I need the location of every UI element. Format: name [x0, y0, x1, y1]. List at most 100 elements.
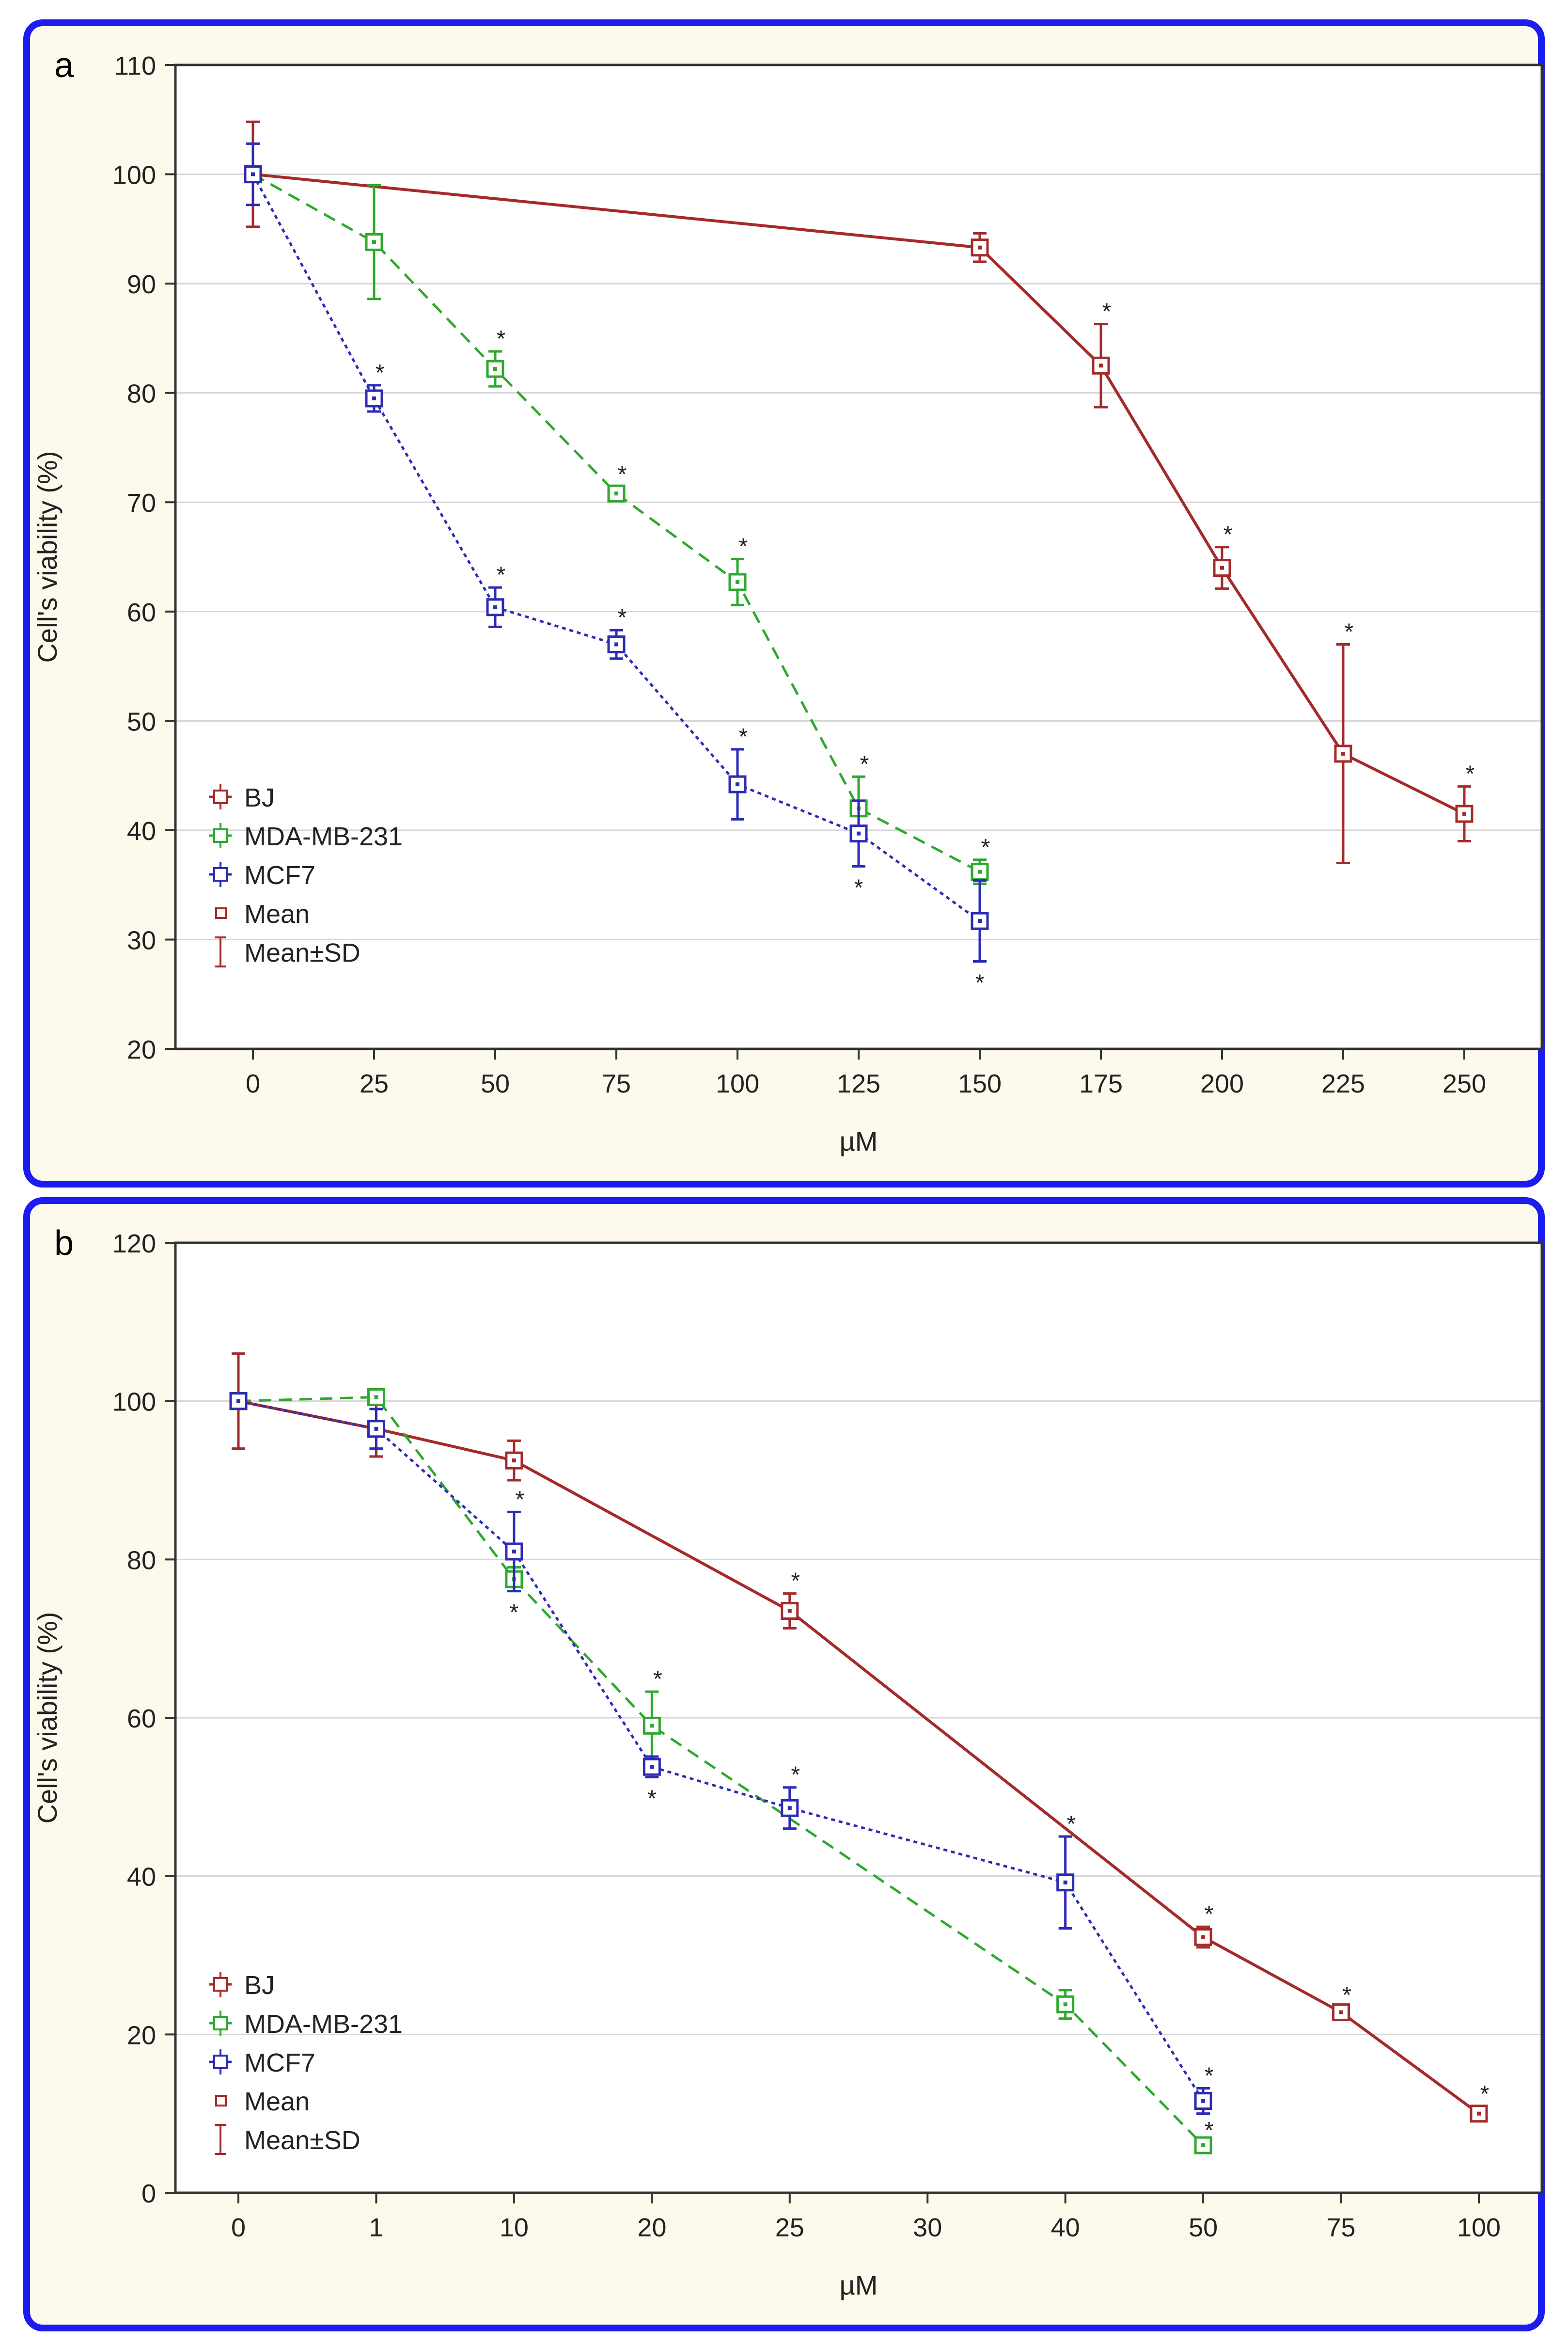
legend-label: MCF7 — [244, 2048, 315, 2077]
legend-label: MDA-MB-231 — [244, 2010, 403, 2039]
y-tick-label: 20 — [127, 1035, 156, 1064]
data-point-dot — [978, 919, 982, 923]
data-point-dot — [736, 580, 739, 584]
x-tick-label: 125 — [837, 1069, 880, 1098]
x-axis-label: µM — [840, 2270, 878, 2300]
significance-marker: * — [739, 534, 748, 560]
legend-entry: MCF7 — [209, 861, 315, 890]
legend-marker — [213, 867, 228, 882]
data-point-dot — [372, 396, 376, 400]
legend-marker — [213, 828, 228, 843]
y-tick-label: 30 — [127, 926, 156, 955]
data-point — [1194, 2136, 1212, 2154]
data-point — [505, 1451, 523, 1470]
y-tick-label: 60 — [127, 598, 156, 627]
data-point-dot — [1201, 2099, 1206, 2103]
series-mcf7: * * * * * — [229, 1392, 1213, 2115]
y-tick-label: 60 — [127, 1704, 156, 1733]
significance-marker: * — [1480, 2081, 1490, 2107]
data-point-dot — [374, 1426, 378, 1431]
y-axis-label: Cell's viability (%) — [32, 451, 63, 663]
y-tick-label: 110 — [114, 51, 156, 80]
legend-label: Mean — [244, 900, 310, 929]
significance-marker: * — [1205, 1901, 1214, 1927]
data-point-dot — [978, 245, 982, 250]
significance-marker: * — [860, 751, 869, 777]
data-point-dot — [236, 1399, 240, 1403]
y-tick-label: 0 — [141, 2179, 156, 2208]
legend-label: Mean±SD — [244, 2126, 361, 2155]
data-point — [365, 389, 383, 408]
x-tick-label: 10 — [500, 2213, 529, 2242]
series-mda-mb-231: * * * * * — [244, 165, 990, 885]
legend-label: Mean±SD — [244, 938, 361, 967]
data-point-dot — [512, 1458, 516, 1463]
significance-marker: * — [854, 875, 863, 901]
y-tick-label: 90 — [127, 270, 156, 299]
legend-entry: MCF7 — [209, 2048, 315, 2077]
data-point-dot — [1462, 812, 1466, 816]
panel-a: a 20 30 40 50 60 70 80 90 100 110 0 25 50 75 100 125 150… — [23, 19, 1545, 1188]
legend-entry-sd: Mean±SD — [215, 2124, 361, 2155]
data-point-dot — [736, 782, 739, 787]
data-point-dot — [650, 1724, 654, 1728]
significance-marker: * — [975, 970, 985, 996]
data-point-dot — [251, 172, 255, 176]
data-point — [849, 824, 868, 843]
data-point-dot — [650, 1765, 654, 1769]
legend-label: MDA-MB-231 — [244, 822, 403, 851]
data-point-dot — [512, 1550, 516, 1553]
series-mcf7: * * * * * * — [244, 142, 989, 996]
y-tick-label: 100 — [112, 161, 156, 190]
data-point-dot — [857, 831, 861, 836]
significance-marker: * — [516, 1487, 525, 1512]
y-tick-label: 80 — [127, 380, 156, 409]
data-point-dot — [614, 642, 618, 647]
significance-marker: * — [1066, 1811, 1076, 1837]
plot-area — [175, 65, 1542, 1049]
data-point-dot — [493, 605, 497, 609]
x-tick-label: 1 — [369, 2213, 383, 2242]
y-tick-label: 40 — [127, 1863, 156, 1892]
legend-marker — [213, 2016, 228, 2030]
x-tick-label: 30 — [913, 2213, 942, 2242]
data-point-dot — [1063, 1880, 1067, 1885]
legend-label: BJ — [244, 1971, 275, 2000]
data-point-dot — [1220, 566, 1224, 570]
data-point-dot — [372, 240, 376, 244]
data-point-dot — [614, 491, 618, 496]
significance-marker: * — [791, 1762, 800, 1788]
legend-mean-marker — [215, 2095, 227, 2106]
data-point-dot — [1063, 2002, 1067, 2007]
significance-marker: * — [647, 1786, 657, 1812]
significance-marker: * — [981, 835, 990, 860]
legend-entry: MDA-MB-231 — [209, 822, 403, 851]
series-line — [252, 173, 1465, 815]
legend-entry-mean: Mean — [215, 900, 310, 929]
data-point-dot — [1339, 2010, 1343, 2014]
legend-mean-marker — [215, 907, 227, 919]
y-tick-label: 20 — [127, 2021, 156, 2050]
significance-marker: * — [1102, 299, 1112, 325]
legend-entry: MDA-MB-231 — [209, 2010, 403, 2039]
y-tick-label: 80 — [127, 1546, 156, 1575]
x-tick-label: 175 — [1079, 1069, 1123, 1098]
x-tick-label: 150 — [958, 1069, 1002, 1098]
legend-entry-mean: Mean — [215, 2087, 310, 2116]
panel-label: a — [54, 46, 74, 85]
significance-marker: * — [618, 605, 627, 631]
data-point — [1194, 2092, 1212, 2110]
x-tick-label: 200 — [1200, 1069, 1244, 1098]
data-point-dot — [1099, 364, 1103, 368]
data-point-dot — [1201, 1935, 1206, 1939]
x-axis-label: µM — [840, 1126, 878, 1156]
significance-marker: * — [1205, 2118, 1214, 2143]
panel-label: b — [54, 1224, 74, 1263]
x-tick-label: 100 — [1457, 2213, 1501, 2242]
legend-entry: BJ — [209, 1971, 275, 2000]
significance-marker: * — [1466, 761, 1475, 787]
x-tick-label: 50 — [1189, 2213, 1218, 2242]
data-point-dot — [1477, 2111, 1481, 2116]
panel-b: b 0 20 40 60 80 100 120 0 1 10 20 25 30 40 50 75 100 µM Ce… — [23, 1197, 1545, 2331]
legend-label: BJ — [244, 783, 275, 812]
